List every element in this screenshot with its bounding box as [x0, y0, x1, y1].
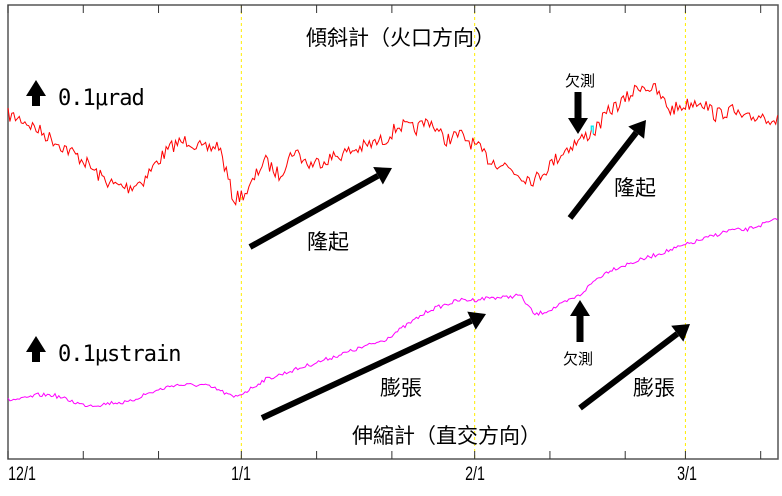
tilt-series-line — [7, 107, 592, 207]
missing-strain-label: 欠測 — [563, 350, 594, 368]
missing-strain-arrow-head — [570, 300, 590, 316]
tilt-series-line — [592, 83, 779, 137]
tilt-scale-label: 0.1μrad — [58, 86, 145, 111]
missing-data-segment — [590, 125, 594, 134]
x-tick-label: 2/1 — [465, 464, 485, 485]
uplift-arrow-2-head — [628, 120, 646, 139]
missing-tilt-label: 欠測 — [565, 72, 596, 90]
uplift-label-1: 隆起 — [307, 230, 349, 254]
strain-scale-label: 0.1μstrain — [58, 342, 181, 367]
expansion-label-1: 膨張 — [380, 376, 422, 400]
x-tick-label: 1/1 — [231, 464, 251, 485]
uplift-label-2: 隆起 — [614, 176, 656, 200]
x-tick-label: 12/1 — [8, 464, 36, 485]
plot-frame — [7, 4, 779, 460]
expansion-arrow-2 — [578, 331, 680, 411]
expansion-arrow-1-head — [467, 311, 486, 330]
expansion-label-2: 膨張 — [633, 376, 675, 400]
uplift-arrow-2 — [567, 130, 639, 220]
expansion-arrow-1 — [260, 318, 473, 421]
uplift-arrow-1-head — [373, 167, 392, 185]
uplift-arrow-1 — [248, 173, 380, 250]
expansion-arrow-2-head — [671, 324, 690, 342]
tilt-title: 傾斜計（火口方向） — [306, 26, 495, 50]
tilt-scale-arrow-head — [26, 80, 46, 96]
missing-tilt-arrow-head — [568, 118, 588, 134]
strain-scale-arrow-head — [26, 336, 46, 352]
strain-series-line — [7, 218, 778, 408]
strain-title: 伸縮計（直交方向） — [352, 424, 541, 448]
x-tick-label: 3/1 — [677, 464, 697, 485]
